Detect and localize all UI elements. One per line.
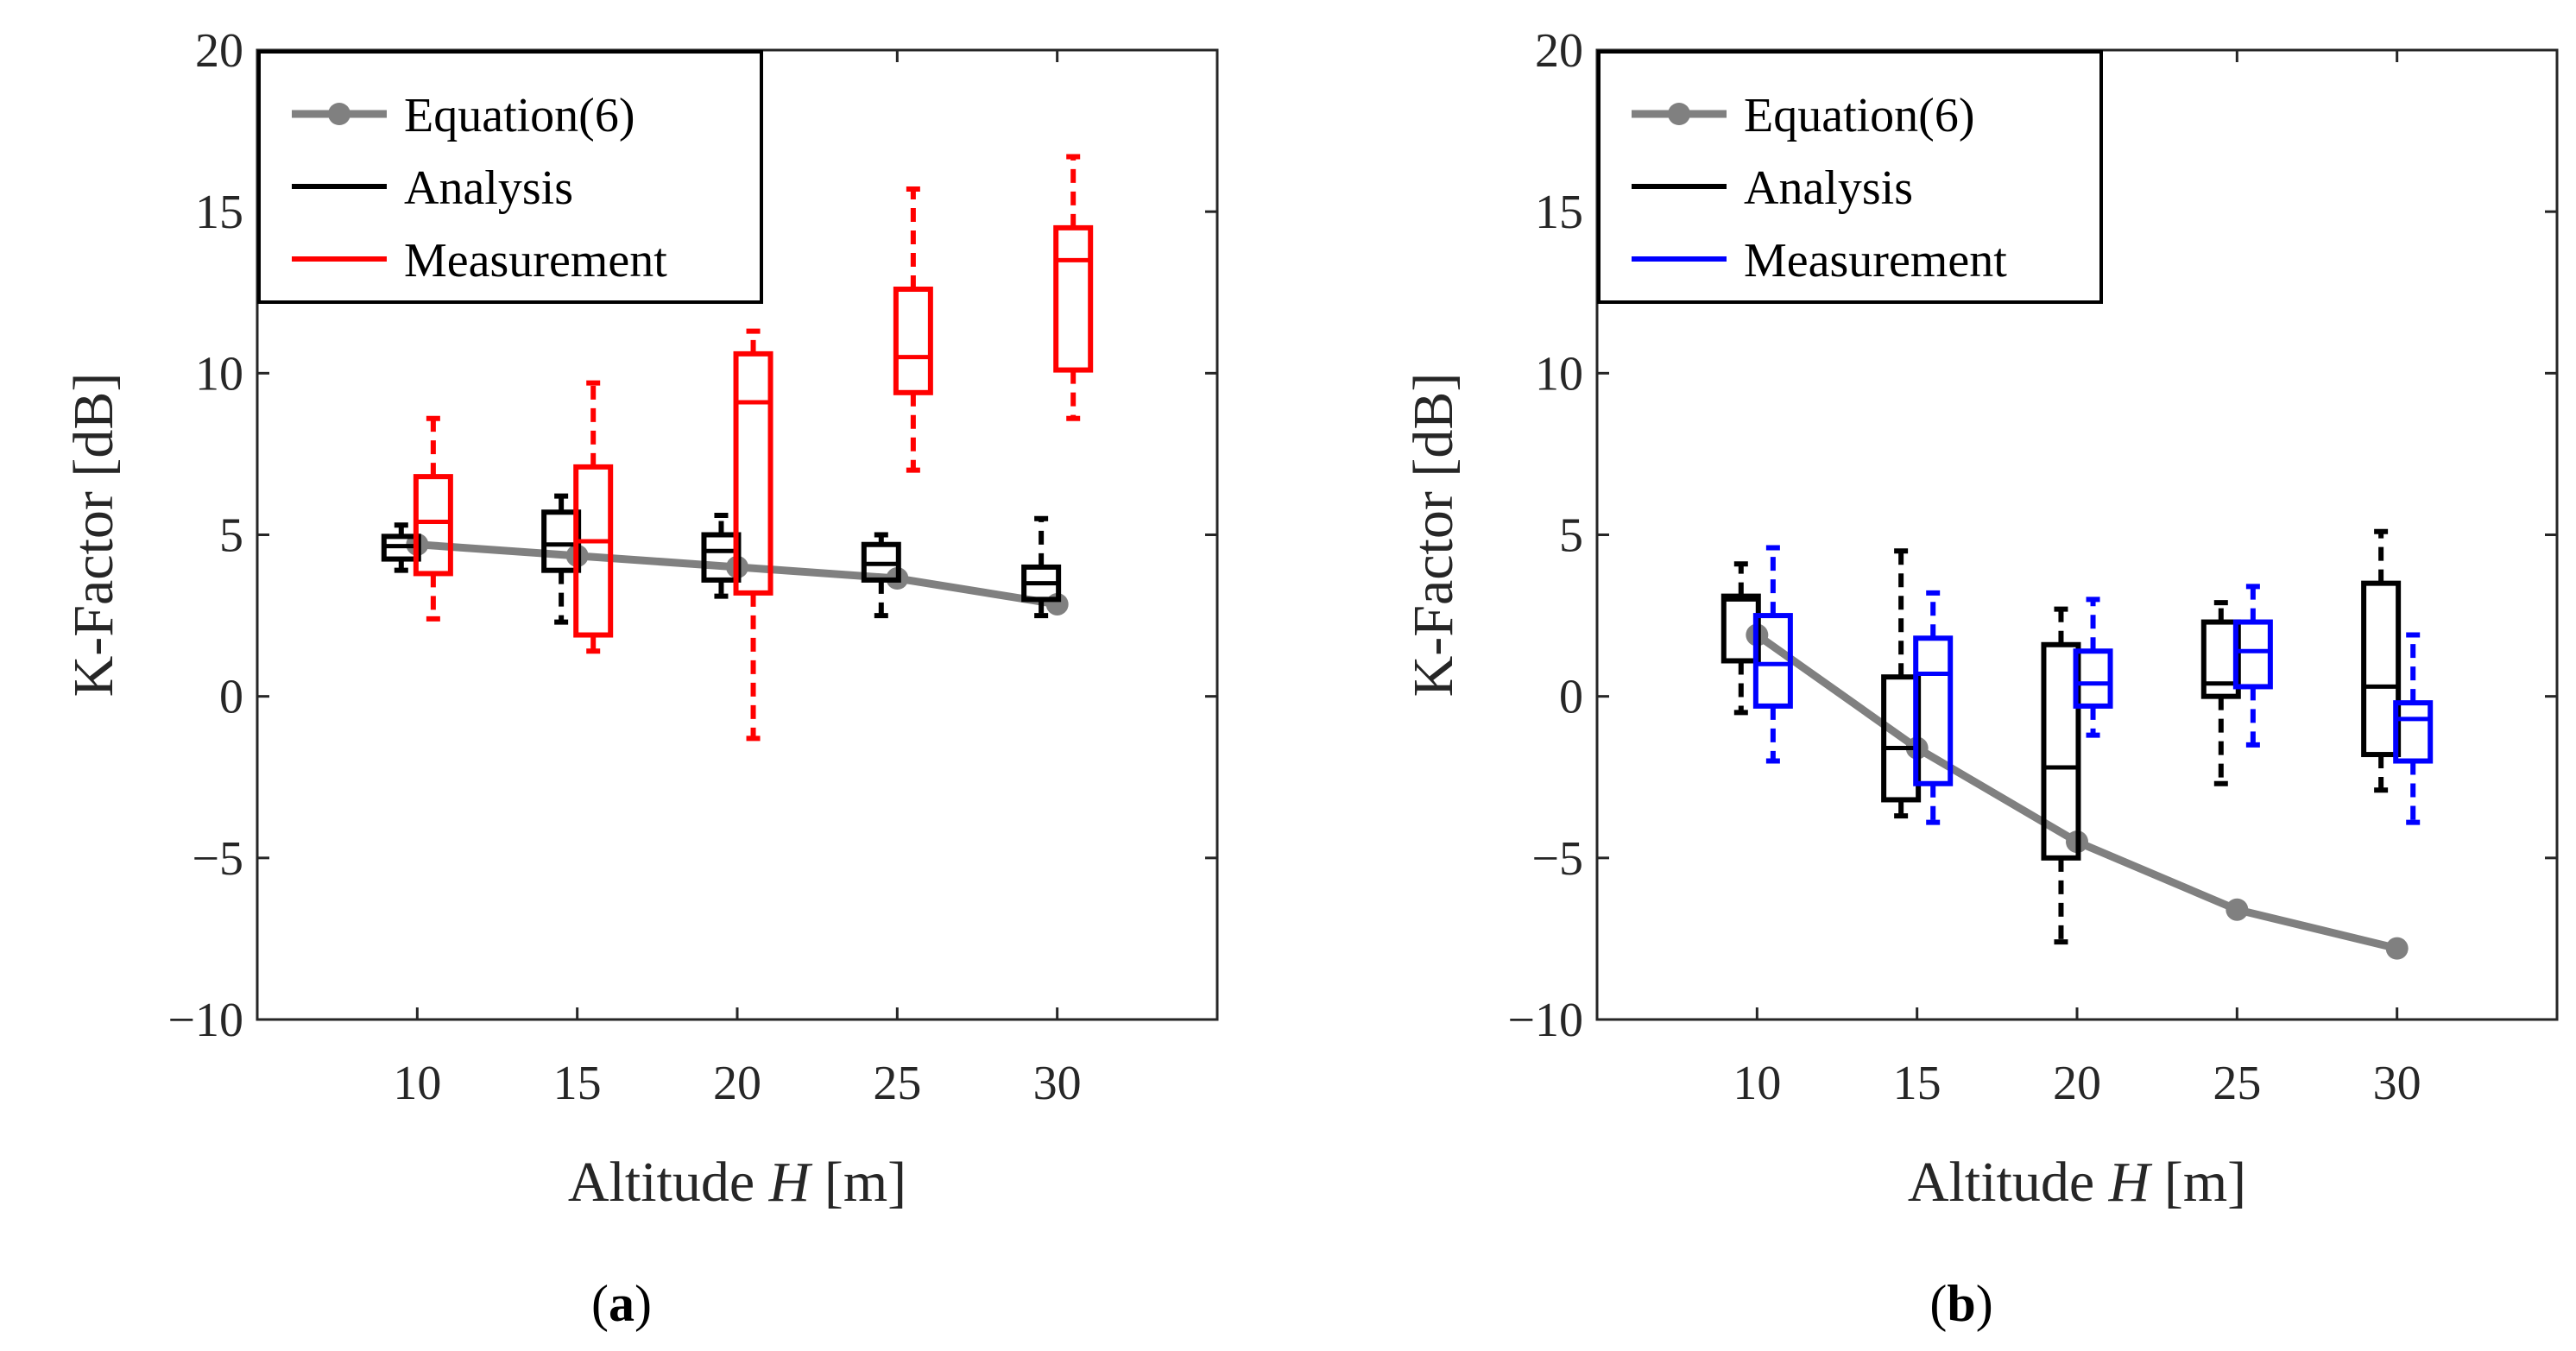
- y-tick-label: 10: [1535, 347, 1583, 401]
- analysis-box: [381, 522, 421, 573]
- measurement-box-iqr: [733, 350, 773, 596]
- x-tick-label: 25: [2213, 1057, 2261, 1110]
- analysis-box: [1021, 515, 1062, 619]
- y-tick-label: 5: [1559, 509, 1583, 563]
- y-tick-label: 0: [219, 671, 243, 724]
- measurement-box-iqr: [573, 464, 614, 638]
- y-axis-label: K-Factor [dB]: [1402, 373, 1465, 698]
- analysis-box-iqr: [2041, 641, 2081, 861]
- x-tick-label: 10: [1733, 1057, 1781, 1110]
- analysis-box: [701, 513, 742, 599]
- y-tick-label: −5: [1531, 832, 1583, 886]
- x-tick-label: 25: [873, 1057, 921, 1110]
- analysis-box: [1881, 548, 1922, 819]
- panel-a: 20 15 10 5 0 −5 −10 10 15 20 25 30 Altitude H [m] K-F…: [62, 24, 1219, 1332]
- analysis-box: [2200, 600, 2241, 786]
- analysis-box-iqr: [2361, 580, 2402, 758]
- measurement-box-iqr: [1752, 613, 1793, 709]
- measurement-box: [2232, 584, 2273, 748]
- caption-close: ): [1976, 1275, 1993, 1332]
- measurement-box: [1752, 545, 1793, 764]
- measurement-box-iqr: [2232, 619, 2273, 690]
- y-tick-label: −5: [192, 832, 243, 886]
- measurement-box-iqr: [893, 287, 933, 395]
- x-tick-label: 20: [713, 1057, 761, 1110]
- legend-analysis-label: Analysis: [1744, 161, 1913, 215]
- legend: Equation(6) Analysis Measurement: [1597, 50, 2103, 304]
- y-tick-label: 20: [195, 24, 243, 78]
- caption-open: (: [1929, 1275, 1947, 1332]
- measurement-box: [413, 415, 453, 622]
- measurement-box-iqr: [413, 474, 453, 577]
- caption-open: (: [591, 1275, 609, 1332]
- measurement-box: [893, 186, 933, 473]
- panel-b: 20 15 10 5 0 −5 −10 10 15 20 25 30 Altitude H [m] K-F…: [1402, 24, 2559, 1332]
- analysis-box: [2361, 528, 2402, 793]
- analysis-box: [2041, 606, 2081, 945]
- x-tick-label: 10: [393, 1057, 441, 1110]
- legend-equation-marker: [328, 103, 350, 125]
- x-tick-label: 15: [1893, 1057, 1941, 1110]
- caption: (b): [1929, 1275, 1992, 1332]
- x-tick-label: 30: [1033, 1057, 1082, 1110]
- x-tick-label: 20: [2053, 1057, 2101, 1110]
- y-tick-label: 5: [219, 509, 243, 563]
- measurement-box: [1053, 154, 1094, 421]
- x-tick-label: 15: [553, 1057, 602, 1110]
- legend: Equation(6) Analysis Measurement: [257, 50, 763, 304]
- legend-measurement-label: Measurement: [404, 234, 667, 287]
- y-tick-label: 0: [1559, 671, 1583, 724]
- analysis-box: [861, 532, 901, 619]
- y-tick-label: 20: [1535, 24, 1583, 78]
- legend-measurement-label: Measurement: [1744, 234, 2007, 287]
- caption: (a): [591, 1275, 652, 1332]
- y-tick-label: −10: [167, 994, 243, 1047]
- measurement-box-iqr: [1053, 224, 1094, 373]
- y-tick-label: 15: [1535, 186, 1583, 239]
- x-axis-label: Altitude H [m]: [1908, 1151, 2246, 1214]
- caption-close: ): [635, 1275, 652, 1332]
- equation-point: [2226, 898, 2249, 921]
- legend-equation-marker: [1668, 103, 1690, 125]
- y-tick-label: 15: [195, 186, 243, 239]
- y-axis-label: K-Factor [dB]: [62, 373, 125, 698]
- equation-point: [2385, 937, 2409, 960]
- x-axis-label-var: H: [768, 1151, 813, 1214]
- x-axis-label-unit: [m]: [810, 1151, 906, 1214]
- measurement-box: [2393, 632, 2434, 825]
- legend-equation-label: Equation(6): [404, 89, 635, 142]
- x-axis-label-var: H: [2108, 1151, 2153, 1214]
- x-axis-label-unit: [m]: [2150, 1151, 2246, 1214]
- x-axis-label-prefix: Altitude: [1908, 1151, 2109, 1214]
- y-tick-label: −10: [1507, 994, 1583, 1047]
- measurement-box: [1913, 590, 1954, 825]
- x-axis-label-prefix: Altitude: [568, 1151, 769, 1214]
- legend-analysis-label: Analysis: [404, 161, 573, 215]
- caption-letter: a: [609, 1275, 635, 1332]
- measurement-box-iqr: [1913, 635, 1954, 786]
- x-axis-label: Altitude H [m]: [568, 1151, 906, 1214]
- measurement-box: [573, 380, 614, 654]
- y-tick-label: 10: [195, 347, 243, 401]
- measurement-box: [2073, 597, 2113, 738]
- legend-equation-label: Equation(6): [1744, 89, 1974, 142]
- x-tick-label: 30: [2373, 1057, 2421, 1110]
- measurement-box: [733, 328, 773, 742]
- measurement-box-iqr: [2393, 700, 2434, 764]
- measurement-box-iqr: [2073, 648, 2113, 709]
- caption-letter: b: [1947, 1275, 1975, 1332]
